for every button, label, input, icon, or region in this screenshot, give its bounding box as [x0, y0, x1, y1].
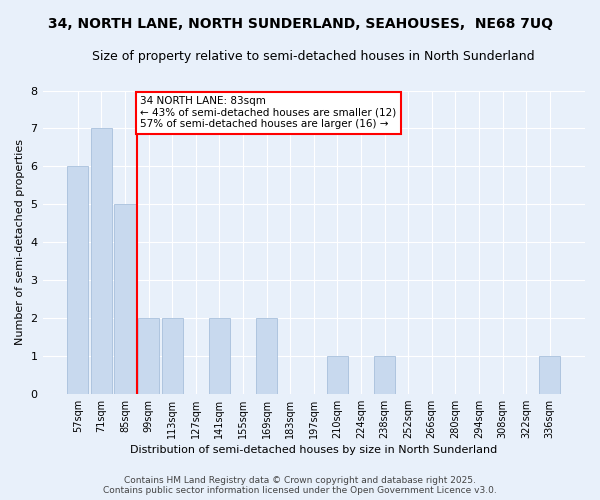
Bar — [138, 318, 159, 394]
Bar — [115, 204, 136, 394]
Y-axis label: Number of semi-detached properties: Number of semi-detached properties — [15, 139, 25, 345]
Bar — [67, 166, 88, 394]
Text: Contains HM Land Registry data © Crown copyright and database right 2025.
Contai: Contains HM Land Registry data © Crown c… — [103, 476, 497, 495]
Text: 34 NORTH LANE: 83sqm
← 43% of semi-detached houses are smaller (12)
57% of semi-: 34 NORTH LANE: 83sqm ← 43% of semi-detac… — [140, 96, 397, 130]
Title: Size of property relative to semi-detached houses in North Sunderland: Size of property relative to semi-detach… — [92, 50, 535, 63]
Bar — [91, 128, 112, 394]
Bar — [209, 318, 230, 394]
X-axis label: Distribution of semi-detached houses by size in North Sunderland: Distribution of semi-detached houses by … — [130, 445, 497, 455]
Text: 34, NORTH LANE, NORTH SUNDERLAND, SEAHOUSES,  NE68 7UQ: 34, NORTH LANE, NORTH SUNDERLAND, SEAHOU… — [47, 18, 553, 32]
Bar — [256, 318, 277, 394]
Bar — [374, 356, 395, 394]
Bar — [327, 356, 348, 394]
Bar — [161, 318, 183, 394]
Bar — [539, 356, 560, 394]
